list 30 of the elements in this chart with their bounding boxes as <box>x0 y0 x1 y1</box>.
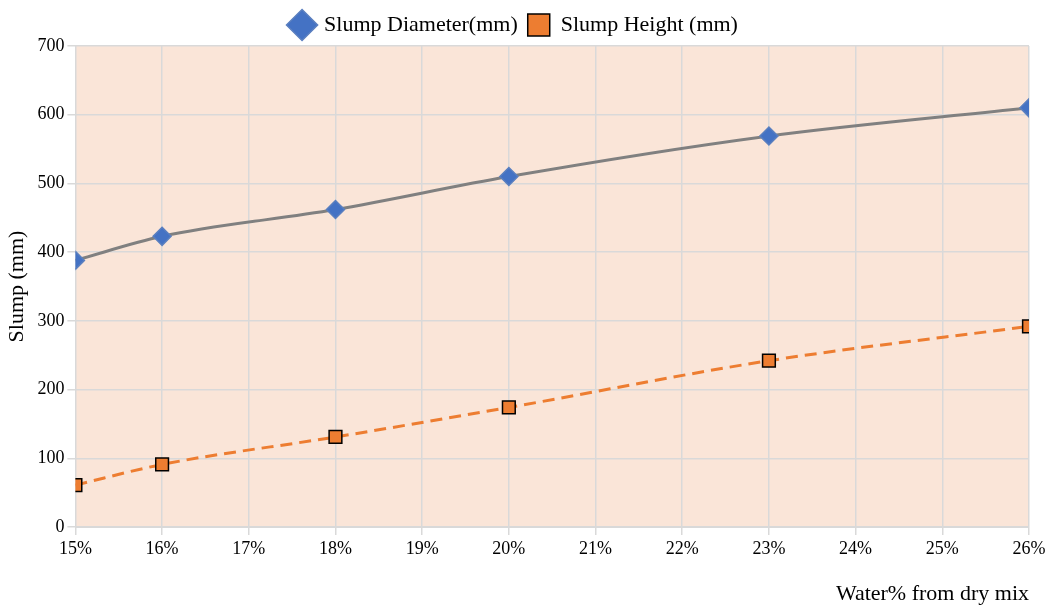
x-tick-label: 24% <box>839 537 873 558</box>
y-tick-label: 200 <box>37 378 65 399</box>
legend-label: Slump Height (mm) <box>560 10 738 36</box>
x-tick-label: 18% <box>318 537 352 558</box>
y-tick-label: 100 <box>37 447 65 468</box>
y-tick-label: 400 <box>37 240 65 261</box>
x-tick-label: 17% <box>232 537 266 558</box>
x-tick-label: 23% <box>752 537 786 558</box>
x-tick-label: 16% <box>145 537 179 558</box>
point <box>499 166 519 187</box>
y-tick-label: 500 <box>37 172 65 193</box>
x-axis-title: Water% from dry mix <box>835 579 1029 605</box>
point <box>152 226 172 247</box>
x-tick-label: 21% <box>579 537 613 558</box>
y-axis-title: Slump (mm) <box>2 230 28 343</box>
y-tick-label: 700 <box>37 34 65 55</box>
point <box>325 199 346 220</box>
y-tick-label: 300 <box>37 309 65 330</box>
y-tick-label: 600 <box>37 103 65 124</box>
legend-label: Slump Diameter(mm) <box>324 10 518 36</box>
x-tick-label: 20% <box>492 537 526 558</box>
x-tick-label: 26% <box>1012 537 1046 558</box>
point <box>154 457 170 472</box>
x-tick-label: 19% <box>405 537 439 558</box>
x-tick-label: 25% <box>925 537 959 558</box>
point <box>501 400 516 415</box>
x-tick-label: 15% <box>58 537 92 558</box>
y-tick-label: 0 <box>55 515 65 536</box>
x-tick-label: 22% <box>665 537 699 558</box>
point <box>328 429 343 445</box>
